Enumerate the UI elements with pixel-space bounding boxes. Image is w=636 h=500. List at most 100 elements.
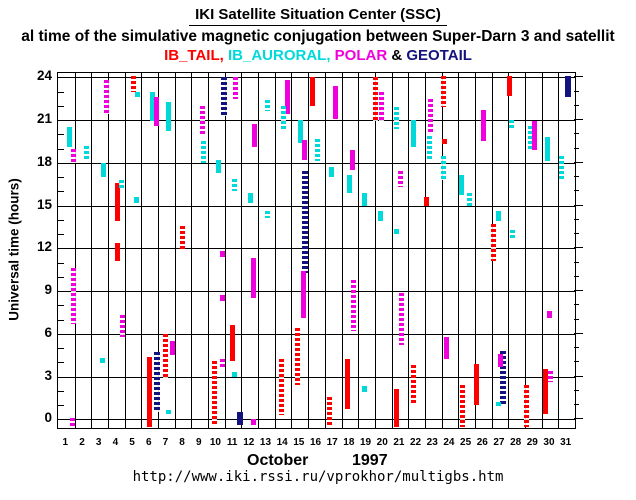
- legend: IB_TAIL, IB_AURORAL, POLAR & GEOTAIL: [0, 47, 636, 64]
- source-url: http://www.iki.rssi.ru/vprokhor/multigbs…: [132, 469, 504, 485]
- conjugation-segment-ib_tail-day22: [411, 365, 417, 404]
- gridline-day-boundary: [158, 73, 160, 428]
- y-major-tick: [58, 333, 68, 335]
- conjugation-segment-ib_tail-day18: [345, 358, 351, 409]
- y-major-tick: [58, 248, 68, 250]
- day-label: 9: [195, 437, 202, 448]
- gridline-day-boundary: [291, 73, 293, 428]
- y-tick-label: 9: [44, 282, 52, 298]
- gridline-day-boundary: [74, 73, 76, 428]
- conjugation-segment-polar-day12: [251, 418, 257, 426]
- day-label: 13: [259, 437, 272, 448]
- conjugation-segment-polar-day10: [219, 295, 225, 302]
- conjugation-segment-ib_tail-day5: [130, 75, 136, 93]
- conjugation-segment-ib_tail-day8: [179, 226, 185, 252]
- plot-area: [57, 72, 576, 429]
- gridline-day-boundary: [424, 73, 426, 428]
- conjugation-segment-ib_tail-day4: [114, 242, 120, 262]
- day-label: 5: [129, 437, 135, 448]
- conjugation-segment-polar-day6: [153, 97, 159, 126]
- y-minor-tick: [58, 105, 64, 107]
- page-title-row: IKI Satellite Situation Center (SSC): [0, 6, 636, 26]
- conjugation-segment-polar-day18: [351, 279, 357, 332]
- gridline-day-boundary: [541, 73, 543, 428]
- y-major-tick: [58, 205, 68, 207]
- y-major-tick: [58, 419, 68, 421]
- gridline-day-boundary: [241, 73, 243, 428]
- conjugation-segment-ib_tail-day10: [211, 360, 217, 426]
- conjugation-segment-ib_auroral-day10: [215, 159, 221, 173]
- conjugation-segment-ib_auroral-day12: [247, 192, 253, 203]
- conjugation-segment-geotail-day27: [499, 351, 506, 404]
- day-label: 14: [276, 437, 288, 448]
- plot-subtitle: al time of the simulative magnetic conju…: [21, 28, 615, 45]
- y-tick-label: 12: [36, 239, 52, 255]
- conjugation-segment-ib_auroral-day15: [298, 120, 304, 143]
- day-label: 30: [543, 437, 555, 448]
- y-minor-tick: [58, 276, 64, 278]
- conjugation-segment-ib_auroral-day25: [458, 174, 464, 195]
- conjugation-segment-ib_auroral-day18: [346, 174, 352, 193]
- conjugation-segment-ib_tail-day24: [441, 138, 447, 144]
- y-tick-label: 18: [36, 153, 52, 169]
- y-tick-label: 0: [44, 410, 52, 426]
- conjugation-segment-ib_auroral-day13: [264, 211, 270, 219]
- gridline-day-boundary: [108, 73, 110, 428]
- conjugation-segment-ib_auroral-day19: [361, 192, 367, 207]
- conjugation-segment-ib_auroral-day2: [84, 145, 90, 162]
- conjugation-segment-ib_auroral-day16: [315, 138, 320, 162]
- conjugation-segment-ib_tail-day27: [491, 224, 497, 262]
- day-label: 28: [510, 437, 522, 448]
- conjugation-segment-ib_auroral-day11: [232, 372, 238, 378]
- month-label: October: [247, 452, 309, 469]
- day-label: 25: [460, 437, 472, 448]
- y-axis-title: Universal time (hours): [6, 178, 22, 321]
- conjugation-segment-ib_tail-day28: [506, 75, 512, 96]
- y-minor-tick: [58, 305, 64, 307]
- conjugation-segment-ib_auroral-day17: [329, 167, 335, 178]
- conjugation-segment-ib_auroral-day29: [527, 125, 533, 149]
- conjugation-segment-polar-day17: [333, 85, 339, 119]
- conjugation-segment-ib_tail-day29: [524, 385, 530, 427]
- conjugation-segment-ib_auroral-day23: [426, 135, 432, 162]
- day-label: 10: [209, 437, 221, 448]
- gridline-hour: [58, 333, 575, 335]
- conjugation-segment-ib_auroral-day20: [377, 211, 383, 222]
- conjugation-segment-ib_auroral-day14: [280, 105, 286, 132]
- conjugation-segment-polar-day23: [428, 98, 434, 134]
- conjugation-segment-ib_auroral-day13: [264, 100, 270, 112]
- conjugation-segment-ib_auroral-day3: [100, 358, 106, 364]
- conjugation-segment-ib_tail-day16: [309, 77, 315, 106]
- day-label: 2: [79, 437, 85, 448]
- conjugation-segment-polar-day15: [301, 271, 307, 319]
- day-label: 20: [376, 437, 388, 448]
- gridline-day-boundary: [374, 73, 376, 428]
- day-label: 29: [526, 437, 538, 448]
- conjugation-segment-ib_auroral-day11: [231, 178, 237, 192]
- gridline-day-boundary: [191, 73, 193, 428]
- gridline-hour: [58, 162, 575, 164]
- conjugation-segment-ib_auroral-day5: [134, 91, 140, 97]
- conjugation-segment-ib_auroral-day24: [441, 155, 447, 180]
- conjugation-segment-ib_tail-day20: [373, 77, 379, 122]
- conjugation-segment-polar-day1: [70, 418, 76, 427]
- conjugation-segment-ib_auroral-day6: [150, 91, 156, 122]
- conjugation-segment-ib_tail-day23: [424, 197, 430, 207]
- conjugation-segment-ib_tail-day4: [114, 182, 120, 222]
- conjugation-segment-geotail-day6: [154, 352, 161, 413]
- y-major-tick: [58, 291, 68, 293]
- conjugation-segment-ib_auroral-day30: [545, 137, 551, 162]
- conjugation-segment-geotail-day11: [236, 411, 243, 426]
- conjugation-segment-ib_auroral-day5: [134, 197, 140, 203]
- gridline-day-boundary: [91, 73, 93, 428]
- y-minor-tick: [58, 177, 64, 179]
- day-label: 27: [493, 437, 505, 448]
- day-label: 12: [243, 437, 255, 448]
- conjugation-segment-ib_auroral-day9: [200, 141, 206, 163]
- conjugation-segment-geotail-day10: [220, 77, 227, 116]
- gridline-day-boundary: [508, 73, 510, 428]
- conjugation-segment-polar-day24: [444, 337, 450, 359]
- conjugation-segment-ib_auroral-day31: [559, 155, 565, 180]
- gridline-day-boundary: [558, 73, 560, 428]
- legend-item-polar: POLAR: [334, 47, 388, 64]
